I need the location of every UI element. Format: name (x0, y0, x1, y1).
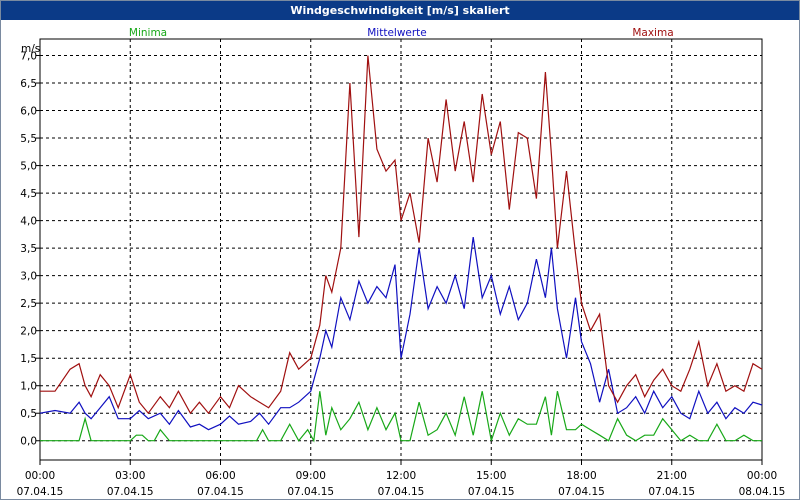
y-tick-label: 1,0 (20, 381, 37, 393)
y-tick-label: 1,5 (20, 353, 37, 365)
x-tick-time: 21:00 (657, 470, 687, 482)
y-tick-label: 2,5 (20, 298, 37, 310)
x-tick-time: 09:00 (296, 470, 326, 482)
series-line-mittelwerte (39, 237, 763, 431)
y-tick-label: 7,0 (20, 51, 37, 63)
legend-maxima: Maxima (632, 27, 673, 39)
y-tick-label: 4,0 (20, 216, 37, 228)
x-tick-date: 07.04.15 (287, 486, 334, 498)
y-tick-label: 3,0 (20, 271, 37, 283)
series-line-maxima (40, 55, 763, 415)
x-tick-date: 07.04.15 (648, 486, 695, 498)
x-tick-date: 07.04.15 (378, 486, 425, 498)
series-line-minima (40, 391, 762, 443)
x-tick-time: 00:00 (25, 470, 55, 482)
x-tick-time: 00:00 (747, 470, 777, 482)
x-tick-date: 08.04.15 (739, 486, 786, 498)
x-tick-date: 07.04.15 (17, 486, 64, 498)
legend-mittelwerte: Mittelwerte (367, 27, 427, 39)
x-tick-time: 06:00 (205, 470, 235, 482)
y-tick-label: 5,0 (20, 161, 37, 173)
y-tick-label: 5,5 (20, 133, 37, 145)
y-tick-label: 6,5 (20, 78, 37, 90)
x-tick-time: 03:00 (115, 470, 145, 482)
x-tick-time: 15:00 (476, 470, 506, 482)
y-tick-label: 0,5 (20, 408, 37, 420)
x-tick-date: 07.04.15 (197, 486, 244, 498)
x-tick-time: 18:00 (566, 470, 596, 482)
x-tick-date: 07.04.15 (468, 486, 515, 498)
chart-title-bar: Windgeschwindigkeit [m/s] skaliert (1, 1, 799, 20)
legend-minima: Minima (129, 27, 167, 39)
x-tick-date: 07.04.15 (107, 486, 154, 498)
y-tick-label: 3,5 (20, 243, 37, 255)
y-tick-label: 2,0 (20, 326, 37, 338)
y-tick-label: 4,5 (20, 188, 37, 200)
y-axis-unit: m/s (21, 43, 40, 55)
x-tick-date: 07.04.15 (558, 486, 605, 498)
y-tick-label: 6,0 (20, 106, 37, 118)
x-tick-time: 12:00 (386, 470, 416, 482)
y-tick-label: 0,0 (20, 436, 37, 448)
